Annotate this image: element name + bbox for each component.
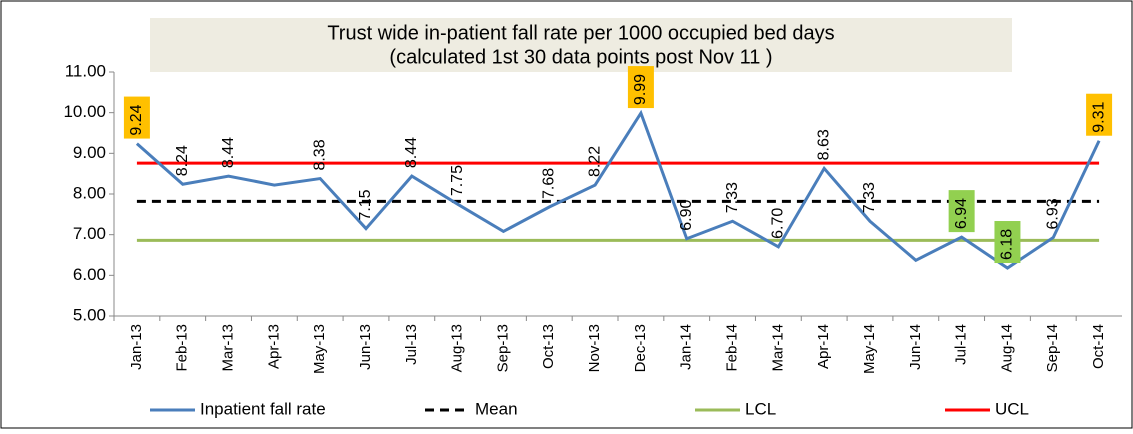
data-label-group: 8.22 — [586, 146, 603, 177]
x-tick-label: Sep-13 — [494, 324, 511, 372]
legend-label: Mean — [475, 399, 518, 418]
chart-subtitle: (calculated 1st 30 data points post Nov … — [389, 46, 772, 68]
y-tick-label: 7.00 — [73, 224, 106, 243]
title-box — [150, 18, 1012, 72]
data-label-group: 8.24 — [174, 145, 191, 176]
data-label: 7.75 — [449, 165, 466, 196]
y-tick-label: 9.00 — [73, 143, 106, 162]
chart-title: Trust wide in-patient fall rate per 1000… — [327, 22, 834, 44]
x-tick-label: Jun-13 — [357, 324, 374, 370]
data-label-group: 7.33 — [724, 182, 741, 213]
data-label-group: 8.63 — [815, 129, 832, 160]
legend-label: Inpatient fall rate — [200, 399, 326, 418]
data-label: 8.44 — [403, 137, 420, 168]
x-tick-label: Jan-14 — [678, 324, 695, 370]
data-label-group: 8.44 — [220, 137, 237, 168]
data-label-box — [1086, 93, 1113, 136]
data-label: 7.33 — [724, 182, 741, 213]
data-label-group: 7.15 — [357, 189, 374, 220]
legend-label: UCL — [995, 399, 1029, 418]
data-label: 6.90 — [678, 199, 695, 230]
data-label: 6.18 — [999, 229, 1016, 260]
x-tick-label: Mar-14 — [769, 324, 786, 372]
data-label: 8.22 — [586, 146, 603, 177]
x-tick-label: May-13 — [311, 324, 328, 374]
data-label: 9.31 — [1090, 101, 1107, 132]
data-label: 9.99 — [632, 74, 649, 105]
data-label-group: 8.44 — [403, 137, 420, 168]
data-label-group: 6.70 — [770, 208, 787, 239]
y-tick-label: 5.00 — [73, 305, 106, 324]
data-label-box — [948, 190, 975, 233]
data-label-group: 9.99 — [627, 66, 654, 109]
y-tick-label: 11.00 — [65, 61, 106, 80]
x-tick-label: May-14 — [861, 324, 878, 374]
y-tick-label: 8.00 — [73, 183, 106, 202]
data-label-group: 7.75 — [449, 165, 466, 196]
data-label-box — [627, 66, 654, 109]
data-label: 9.24 — [128, 104, 145, 135]
data-label: 6.93 — [1044, 198, 1061, 229]
data-label-group: 6.18 — [994, 221, 1021, 264]
data-label: 8.44 — [220, 137, 237, 168]
x-tick-label: Aug-14 — [998, 324, 1015, 372]
data-label: 8.24 — [174, 145, 191, 176]
data-label: 7.68 — [540, 168, 557, 199]
legend-label: LCL — [745, 399, 776, 418]
data-label: 8.63 — [815, 129, 832, 160]
data-label-group: 9.24 — [123, 96, 150, 139]
data-label-group: 7.68 — [540, 168, 557, 199]
x-tick-label: Jan-13 — [128, 324, 145, 370]
data-line — [135, 109, 1101, 270]
data-label: 7.15 — [357, 189, 374, 220]
data-label: 6.94 — [953, 198, 970, 229]
data-label: 7.33 — [861, 182, 878, 213]
x-tick-label: Mar-13 — [220, 324, 237, 372]
x-tick-label: Apr-14 — [815, 324, 832, 369]
data-label-group: 6.94 — [948, 190, 975, 233]
data-label-group: 7.33 — [861, 182, 878, 213]
data-label-group: 8.38 — [311, 139, 328, 170]
data-label-box — [994, 221, 1021, 264]
x-tick-label: Aug-13 — [449, 324, 466, 372]
x-tick-label: Jun-14 — [907, 324, 924, 370]
data-label-group: 9.31 — [1086, 93, 1113, 136]
y-tick-label: 6.00 — [73, 265, 106, 284]
x-tick-label: Dec-13 — [632, 324, 649, 372]
data-label-box — [123, 96, 150, 139]
x-tick-label: Feb-13 — [174, 324, 191, 372]
x-tick-label: Jul-13 — [403, 324, 420, 365]
data-label-group: 6.90 — [678, 199, 695, 230]
data-label-group: 6.93 — [1044, 198, 1061, 229]
x-tick-label: Apr-13 — [265, 324, 282, 369]
data-label: 8.38 — [311, 139, 328, 170]
x-tick-label: Nov-13 — [586, 324, 603, 372]
x-tick-label: Jul-14 — [953, 324, 970, 365]
x-tick-label: Sep-14 — [1044, 324, 1061, 372]
x-tick-label: Oct-13 — [540, 324, 557, 369]
y-tick-label: 10.00 — [63, 102, 106, 121]
data-label: 6.70 — [770, 208, 787, 239]
x-tick-label: Oct-14 — [1090, 324, 1107, 369]
x-tick-label: Feb-14 — [724, 324, 741, 372]
